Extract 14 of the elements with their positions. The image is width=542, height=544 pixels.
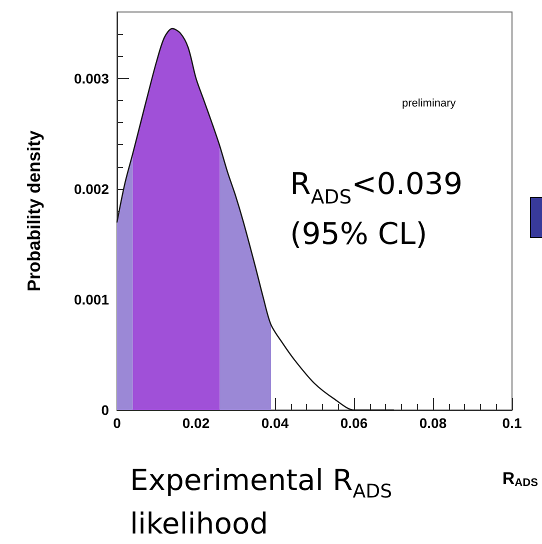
y-tick-label: 0.003 bbox=[74, 70, 110, 86]
x-tick-label: 0.04 bbox=[261, 415, 289, 431]
x-tick-label: 0.02 bbox=[182, 415, 210, 431]
x-tick-label: 0.06 bbox=[340, 415, 368, 431]
y-tick-label: 0.001 bbox=[74, 291, 110, 308]
annotation: preliminary bbox=[402, 97, 456, 110]
x-tick-label: 0.1 bbox=[502, 415, 522, 431]
y-tick-label: 0 bbox=[101, 402, 110, 418]
x-tick-label: 0 bbox=[113, 415, 122, 431]
y-axis-title: Probability density bbox=[24, 130, 44, 292]
annotation: (95% CL) bbox=[290, 217, 428, 252]
text: <0.039 bbox=[352, 167, 463, 202]
y-tick-label: 0.002 bbox=[74, 180, 110, 197]
x-tick-label: 0.08 bbox=[419, 415, 447, 431]
